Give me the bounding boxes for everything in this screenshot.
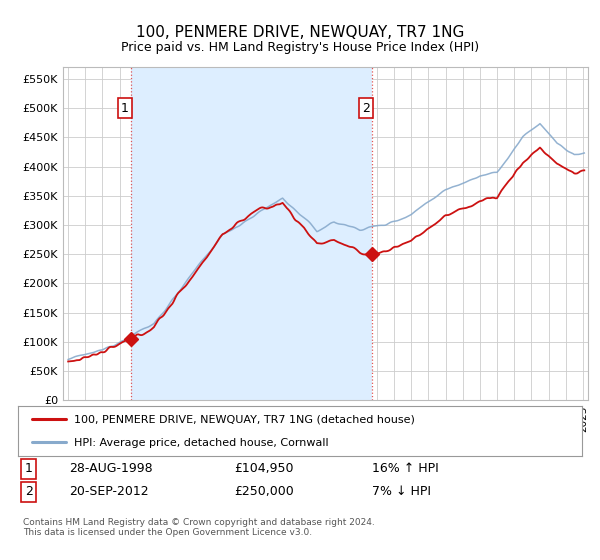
Text: Contains HM Land Registry data © Crown copyright and database right 2024.
This d: Contains HM Land Registry data © Crown c… bbox=[23, 518, 374, 538]
Text: 28-AUG-1998: 28-AUG-1998 bbox=[69, 462, 152, 475]
Bar bbox=[131, 67, 372, 400]
Text: 20-SEP-2012: 20-SEP-2012 bbox=[69, 485, 149, 498]
Text: 2: 2 bbox=[362, 101, 370, 115]
Text: 100, PENMERE DRIVE, NEWQUAY, TR7 1NG (detached house): 100, PENMERE DRIVE, NEWQUAY, TR7 1NG (de… bbox=[74, 414, 415, 424]
Text: 1: 1 bbox=[121, 101, 128, 115]
Text: 7% ↓ HPI: 7% ↓ HPI bbox=[372, 485, 431, 498]
Text: 100, PENMERE DRIVE, NEWQUAY, TR7 1NG: 100, PENMERE DRIVE, NEWQUAY, TR7 1NG bbox=[136, 25, 464, 40]
Text: 2: 2 bbox=[25, 485, 33, 498]
Text: 1: 1 bbox=[25, 462, 33, 475]
Text: Price paid vs. HM Land Registry's House Price Index (HPI): Price paid vs. HM Land Registry's House … bbox=[121, 41, 479, 54]
Text: HPI: Average price, detached house, Cornwall: HPI: Average price, detached house, Corn… bbox=[74, 438, 329, 448]
Text: £104,950: £104,950 bbox=[234, 462, 293, 475]
Text: £250,000: £250,000 bbox=[234, 485, 294, 498]
Text: 16% ↑ HPI: 16% ↑ HPI bbox=[372, 462, 439, 475]
